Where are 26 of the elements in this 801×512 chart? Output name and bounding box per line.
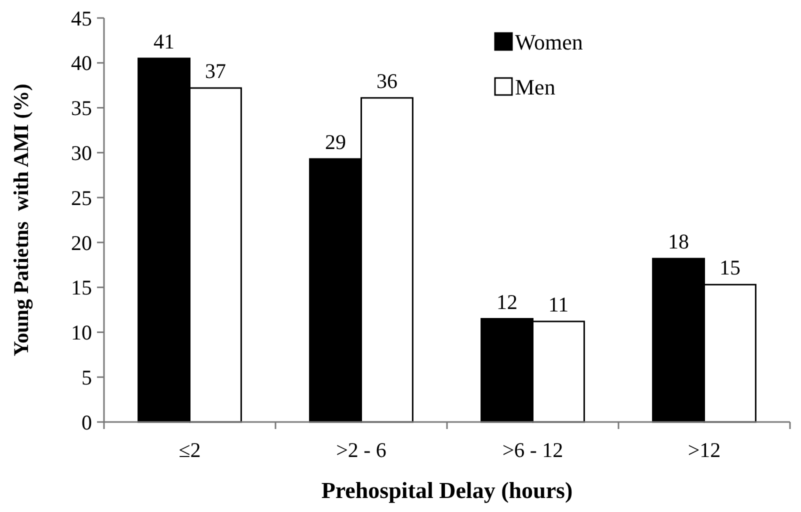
- data-label: 36: [376, 68, 398, 93]
- y-tick-label: 30: [71, 141, 92, 166]
- data-label: 11: [548, 292, 569, 316]
- y-tick-label: 0: [82, 410, 92, 434]
- y-tick-label: 5: [82, 365, 92, 390]
- x-tick-label: ≤2: [178, 438, 201, 462]
- x-tick-label: >6 - 12: [502, 438, 564, 462]
- y-tick-label: 20: [71, 230, 92, 255]
- x-axis-title: Prehospital Delay (hours): [321, 478, 573, 503]
- data-label: 29: [325, 130, 346, 154]
- data-label: 12: [496, 290, 518, 314]
- legend-label: Men: [515, 74, 556, 100]
- data-label: 41: [154, 29, 175, 54]
- legend-label: Women: [515, 30, 583, 55]
- y-tick-label: 25: [71, 186, 92, 210]
- y-tick-label: 10: [71, 320, 92, 345]
- y-tick-label: 15: [71, 276, 92, 300]
- data-label: 18: [668, 230, 690, 254]
- y-tick-label: 35: [71, 96, 92, 120]
- x-tick-label: >12: [688, 438, 721, 462]
- x-tick-label: >2 - 6: [336, 438, 386, 462]
- y-tick-label: 40: [71, 51, 92, 76]
- data-label: 37: [204, 59, 226, 84]
- y-tick-label: 45: [71, 6, 92, 30]
- y-axis-title: Young Patietns with AMI (%): [9, 84, 33, 356]
- data-label: 15: [719, 256, 740, 280]
